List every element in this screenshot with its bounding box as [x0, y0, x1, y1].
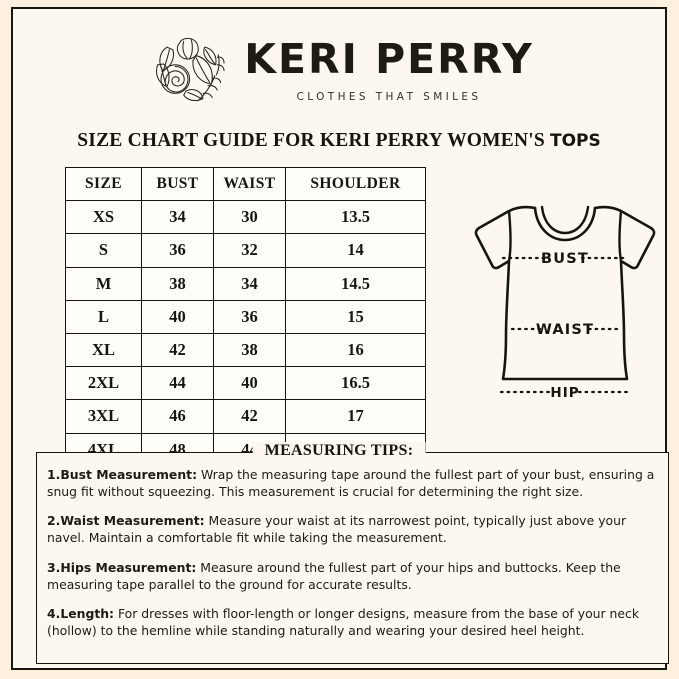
cell-waist: 36 — [213, 299, 286, 334]
tip-item: 1.Bust Measurement: Wrap the measuring t… — [47, 467, 659, 500]
tip-item: 2.Waist Measurement: Measure your waist … — [47, 513, 659, 546]
cell-shoulder: 15 — [285, 299, 426, 334]
cell-waist: 32 — [213, 233, 286, 268]
tip-text: Measure around the fullest part of your … — [47, 559, 621, 592]
table-row: S 36 32 14 — [65, 233, 426, 268]
cell-bust: 38 — [141, 266, 214, 301]
page-frame: KERI PERRY CLOTHES THAT SMILES SIZE CHAR… — [11, 7, 669, 670]
table-header-bust: BUST — [141, 166, 214, 202]
table-row: M 38 34 14.5 — [65, 266, 426, 301]
table-row: 3XL 46 42 17 — [65, 399, 426, 434]
cell-bust: 34 — [141, 200, 214, 235]
cell-size: 3XL — [65, 399, 142, 434]
diagram-label-bust: BUST — [541, 251, 589, 267]
cell-bust: 36 — [141, 233, 214, 268]
cell-shoulder: 17 — [285, 399, 426, 434]
floral-rose-emblem-icon — [144, 27, 228, 111]
tip-item: 4.Length: For dresses with floor-length … — [47, 606, 659, 639]
cell-waist: 42 — [213, 399, 286, 434]
table-row: 2XL 44 40 16.5 — [65, 366, 426, 401]
measuring-tips-box — [36, 452, 669, 664]
tshirt-diagram: BUST WAIST HIP — [465, 195, 665, 410]
cell-waist: 40 — [213, 366, 286, 401]
table-row: XL 42 38 16 — [65, 332, 426, 368]
cell-size: L — [65, 299, 142, 334]
table-header-size: SIZE — [65, 166, 142, 202]
cell-shoulder: 14.5 — [285, 266, 426, 301]
tip-item: 3.Hips Measurement: Measure around the f… — [47, 560, 659, 593]
cell-size: XL — [65, 332, 142, 368]
cell-bust: 40 — [141, 299, 214, 334]
table-header-shoulder: SHOULDER — [285, 166, 426, 202]
cell-bust: 44 — [141, 366, 214, 401]
cell-size: 2XL — [65, 366, 142, 401]
cell-size: S — [65, 233, 142, 268]
tip-text: Wrap the measuring tape around the fulle… — [47, 467, 655, 499]
diagram-label-waist: WAIST — [536, 322, 594, 338]
table-row: XS 34 30 13.5 — [65, 200, 426, 235]
tip-text: For dresses with floor-length or longer … — [47, 606, 639, 639]
table-header-row: SIZE BUST WAIST SHOULDER — [65, 166, 426, 202]
brand-tagline: CLOTHES THAT SMILES — [296, 91, 482, 103]
cell-shoulder: 13.5 — [285, 200, 426, 235]
page-title-accent: TOPS — [549, 131, 601, 151]
size-table: SIZE BUST WAIST SHOULDER XS 34 30 13.5 S… — [65, 166, 426, 467]
cell-shoulder: 14 — [285, 233, 426, 268]
table-header-waist: WAIST — [213, 166, 286, 202]
tip-label: 3.Hips Measurement: — [47, 559, 197, 575]
cell-waist: 30 — [213, 200, 286, 235]
table-row: L 40 36 15 — [65, 299, 426, 334]
cell-bust: 42 — [141, 332, 214, 368]
brand-name: KERI PERRY — [244, 35, 534, 83]
page-title: SIZE CHART GUIDE FOR KERI PERRY WOMEN'S … — [13, 130, 665, 152]
tip-text: Measure your waist at its narrowest poin… — [47, 513, 627, 546]
cell-size: M — [65, 266, 142, 301]
cell-shoulder: 16 — [285, 332, 426, 368]
tip-label: 1.Bust Measurement: — [47, 467, 198, 482]
tip-label: 4.Length: — [47, 606, 115, 622]
diagram-label-hip: HIP — [550, 385, 579, 401]
cell-waist: 34 — [213, 266, 286, 301]
tip-label: 2.Waist Measurement: — [47, 513, 205, 529]
brand-logo: KERI PERRY CLOTHES THAT SMILES — [13, 27, 665, 119]
cell-size: XS — [65, 200, 142, 235]
page-title-main: SIZE CHART GUIDE FOR KERI PERRY WOMEN'S — [77, 130, 550, 151]
cell-shoulder: 16.5 — [285, 366, 426, 401]
cell-waist: 38 — [213, 332, 286, 368]
cell-bust: 46 — [141, 399, 214, 434]
measuring-tips-list: 1.Bust Measurement: Wrap the measuring t… — [47, 467, 659, 640]
measuring-tips-heading: MEASURING TIPS: — [252, 442, 426, 460]
